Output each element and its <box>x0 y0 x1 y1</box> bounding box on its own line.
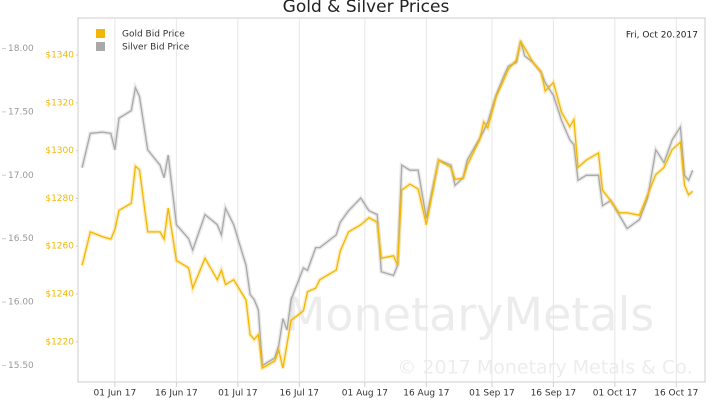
legend-swatch <box>96 29 105 38</box>
y2-tick-label: $1240 <box>45 290 74 300</box>
x-tick-label: 01 Sep 17 <box>469 389 515 399</box>
y2-tick-label: $1220 <box>45 337 74 347</box>
x-tick-label: 01 Jun 17 <box>94 389 137 399</box>
x-tick-label: 16 Aug 17 <box>403 389 449 399</box>
y2-tick-label: $1280 <box>45 194 74 204</box>
legend-label: Silver Bid Price <box>122 43 190 53</box>
plot-area <box>77 17 706 383</box>
x-tick-label: 16 Oct 17 <box>654 389 698 399</box>
x-tick-label: 01 Jul 17 <box>218 389 258 399</box>
x-tick-label: 16 Jun 17 <box>155 389 198 399</box>
x-tick-label: 16 Sep 17 <box>531 389 577 399</box>
y-tick-label: 15.50 <box>8 361 34 371</box>
date-label: Fri, Oct 20.2017 <box>626 31 698 41</box>
y-tick-label: 16.50 <box>8 234 34 244</box>
x-tick-label: 16 Jul 17 <box>280 389 320 399</box>
x-tick-label: 01 Aug 17 <box>342 389 388 399</box>
y2-tick-label: $1340 <box>45 51 74 61</box>
series-line <box>81 40 694 367</box>
y-tick-label: 17.50 <box>8 107 34 117</box>
y2-tick-label: $1320 <box>45 98 74 108</box>
y2-tick-label: $1260 <box>45 242 74 252</box>
chart-title: Gold & Silver Prices <box>283 0 450 17</box>
y-tick-label: 16.00 <box>8 298 34 308</box>
legend-label: Gold Bid Price <box>122 30 185 40</box>
x-tick-label: 01 Oct 17 <box>593 389 637 399</box>
y2-tick-label: $1300 <box>45 146 74 156</box>
y-tick-label: 18.00 <box>8 44 34 54</box>
copyright: © 2017 Monetary Metals & Co. <box>397 357 692 379</box>
legend-swatch <box>96 42 105 51</box>
watermark: MonetaryMetals <box>286 288 655 342</box>
series-line <box>81 40 694 370</box>
y-tick-label: 17.00 <box>8 171 34 181</box>
